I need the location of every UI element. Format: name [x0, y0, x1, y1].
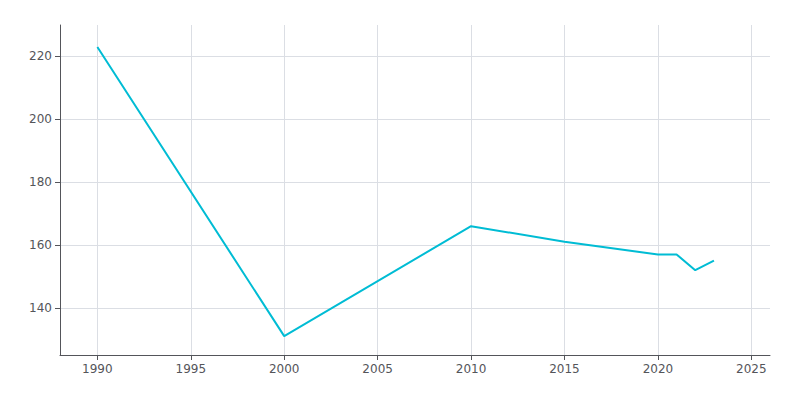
- svg-text:220: 220: [29, 49, 52, 63]
- svg-text:2020: 2020: [643, 362, 674, 376]
- svg-text:160: 160: [29, 238, 52, 252]
- svg-text:1990: 1990: [82, 362, 113, 376]
- svg-text:1995: 1995: [176, 362, 207, 376]
- svg-text:2015: 2015: [549, 362, 580, 376]
- svg-text:2000: 2000: [269, 362, 300, 376]
- svg-text:200: 200: [29, 112, 52, 126]
- svg-text:140: 140: [29, 301, 52, 315]
- svg-text:180: 180: [29, 175, 52, 189]
- svg-text:2025: 2025: [736, 362, 767, 376]
- svg-text:2005: 2005: [362, 362, 393, 376]
- svg-text:2010: 2010: [456, 362, 487, 376]
